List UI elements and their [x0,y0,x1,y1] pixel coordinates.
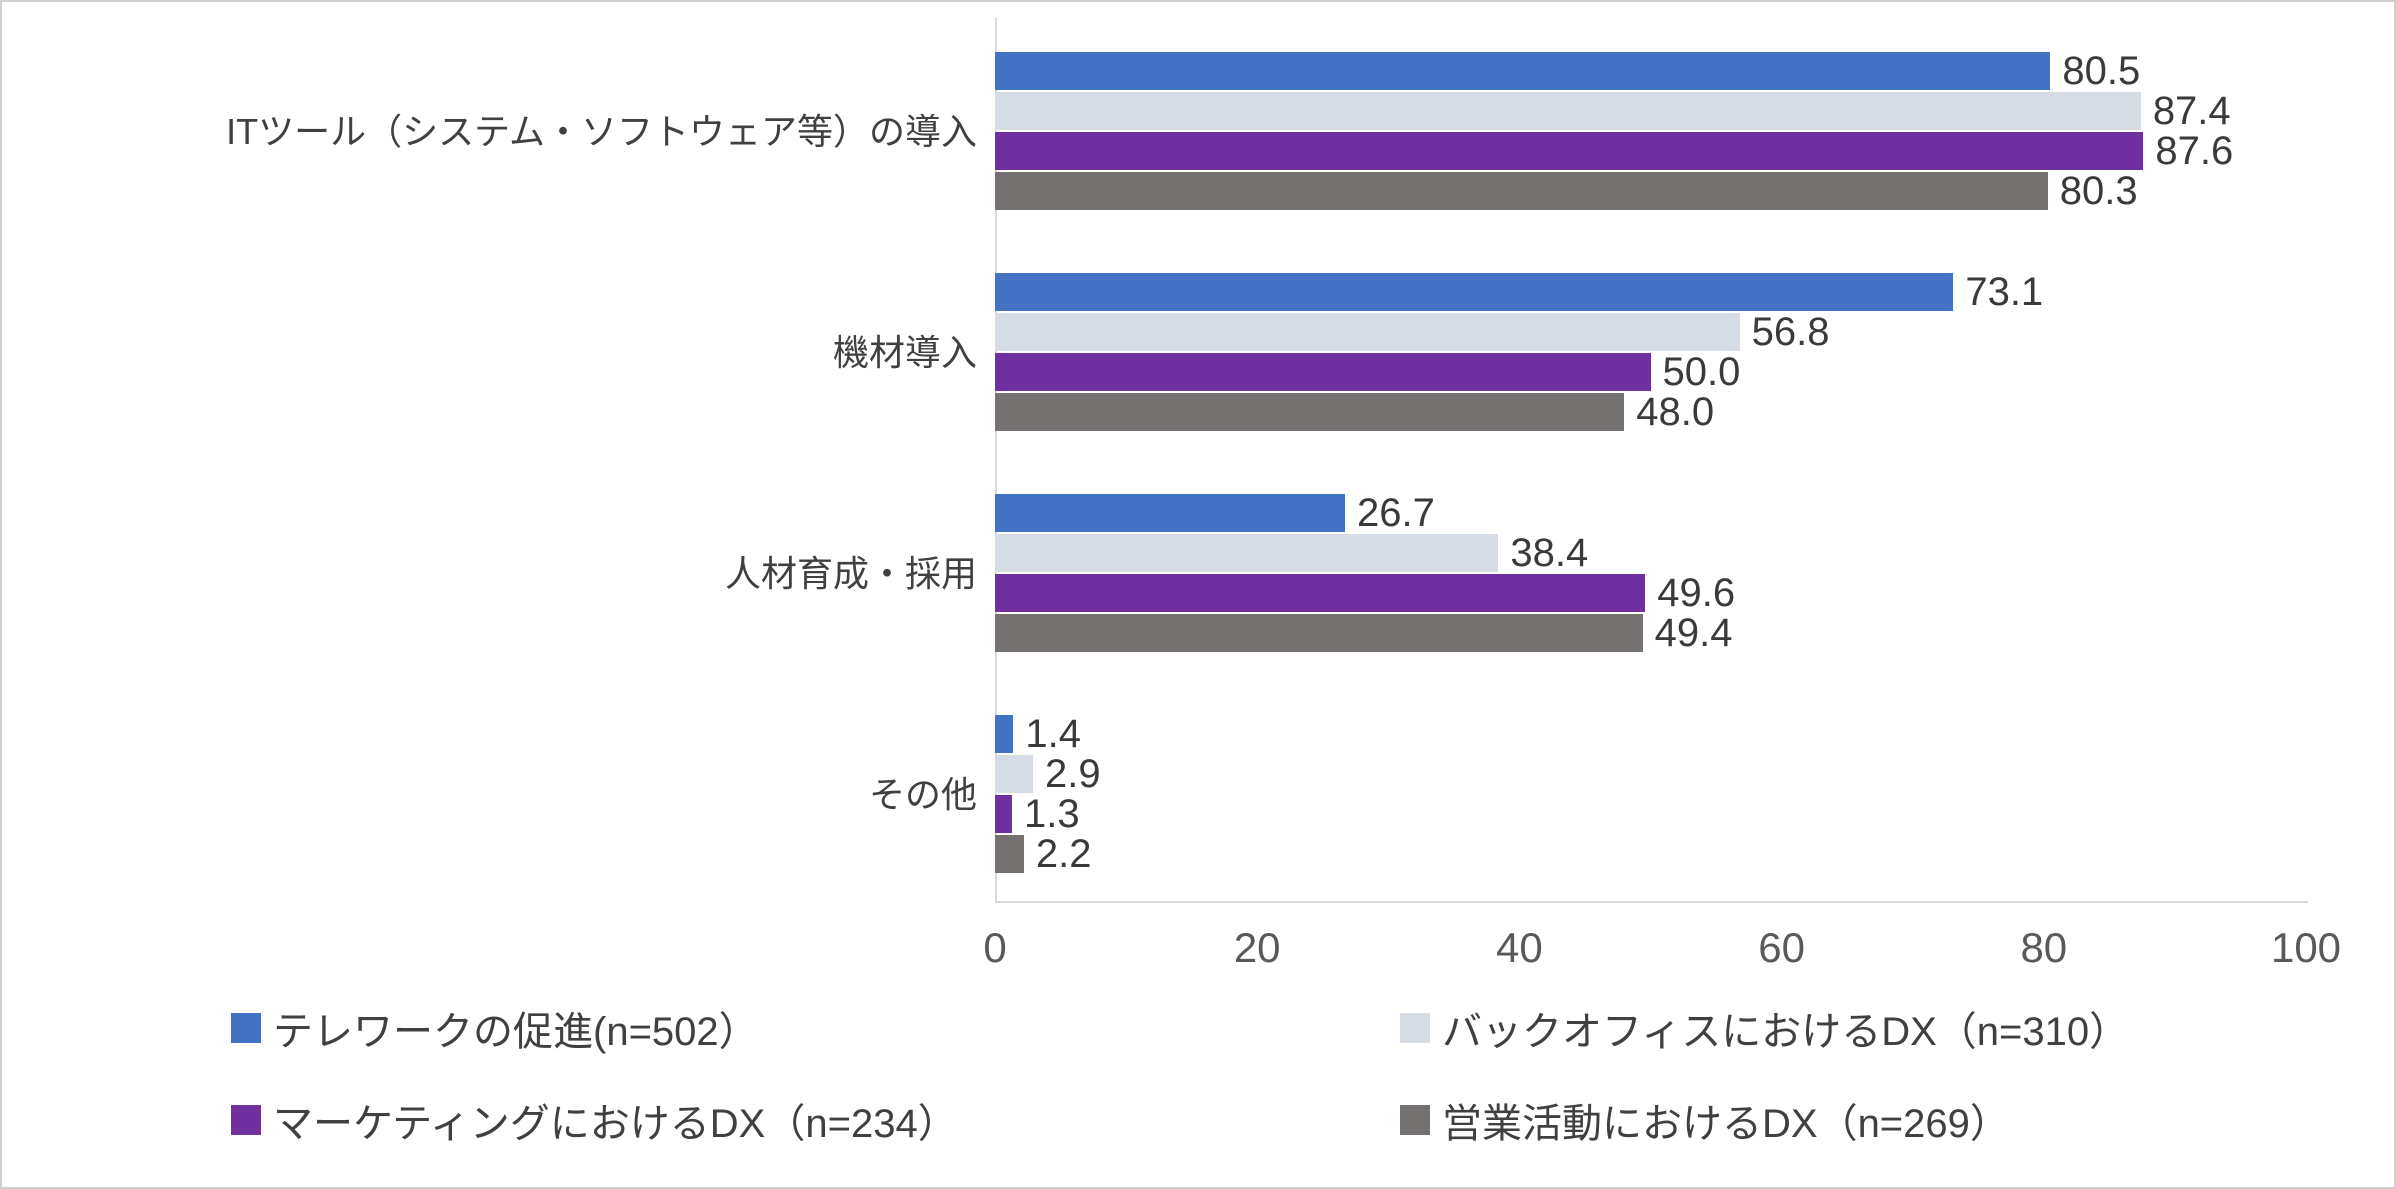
x-tick-label: 40 [1496,924,1543,971]
bar-sales [995,614,1643,652]
legend-label: マーケティングにおけるDX（n=234） [273,1102,958,1146]
plot-area: ITツール（システム・ソフトウェア等）の導入 80.5 87.4 87.6 80.3 機材… [2,2,2394,971]
bar-marketing [995,353,1651,391]
bar-row: 87.6 [995,129,2306,173]
bar-telework [995,494,1346,532]
legend-label: バックオフィスにおけるDX（n=310） [1442,1010,2130,1054]
legend-item-backoffice: バックオフィスにおけるDX（n=310） [1400,1004,2129,1054]
bar-row: 80.5 [995,49,2306,93]
value-label: 1.4 [1025,711,1081,756]
bar-groups: ITツール（システム・ソフトウェア等）の導入 80.5 87.4 87.6 80.3 機材… [2,49,2352,936]
legend-item-sales: 営業活動におけるDX（n=269） [1400,1096,2129,1146]
bar-row: 80.3 [995,169,2306,213]
x-tick-label: 80 [2020,924,2068,971]
bar-row: 38.4 [995,531,2306,575]
bar-group: 機材導入 73.1 56.8 50.0 48.0 [2,270,2352,434]
bar-row: 49.4 [995,611,2306,655]
value-label: 56.8 [1751,309,1830,354]
bar-sales [995,835,1024,873]
bar-marketing [995,574,1646,612]
bar-row: 2.9 [995,752,2306,796]
legend-item-marketing: マーケティングにおけるDX（n=234） [231,1096,1400,1146]
x-axis: 0 20 40 60 80 100 [983,924,2341,984]
bar-series-stack: 1.4 2.9 1.3 2.2 [995,712,2306,876]
value-label: 2.9 [1045,751,1101,796]
x-tick-label: 20 [1233,924,1281,971]
value-label: 80.3 [2059,168,2138,213]
bar-telework [995,52,2051,90]
value-label: 87.6 [2155,128,2234,173]
bar-sales [995,172,2048,210]
bar-group: 人材育成・採用 26.7 38.4 49.6 49.4 [2,491,2352,655]
legend-marker [231,1105,261,1135]
bar-marketing [995,795,1013,833]
legend-label: テレワークの促進(n=502） [273,1010,759,1054]
bar-row: 1.4 [995,712,2306,756]
legend-label: 営業活動におけるDX（n=269） [1442,1102,2010,1146]
x-tick-label: 0 [983,924,1007,971]
bar-row: 1.3 [995,792,2306,836]
bar-group: ITツール（システム・ソフトウェア等）の導入 80.5 87.4 87.6 80.3 [2,49,2352,213]
bar-row: 26.7 [995,491,2306,535]
legend-marker [1400,1013,1430,1043]
bar-telework [995,273,1954,311]
bar-group: その他 1.4 2.9 1.3 2.2 [2,712,2352,876]
bar-series-stack: 73.1 56.8 50.0 48.0 [995,270,2306,434]
bar-series-stack: 26.7 38.4 49.6 49.4 [995,491,2306,655]
bar-row: 56.8 [995,310,2306,354]
value-label: 48.0 [1636,389,1715,434]
value-label: 80.5 [2062,48,2141,93]
bar-telework [995,715,1014,753]
bar-series-stack: 80.5 87.4 87.6 80.3 [995,49,2306,213]
category-label: 機材導入 [832,331,977,373]
value-label: 87.4 [2152,88,2231,133]
bar-row: 87.4 [995,89,2306,133]
bar-marketing [995,132,2144,170]
bar-backoffice [995,534,1499,572]
bar-backoffice [995,313,1740,351]
value-label: 73.1 [1965,269,2044,314]
x-tick-label: 100 [2270,924,2342,971]
bar-backoffice [995,92,2141,130]
value-label: 38.4 [1510,530,1589,575]
legend: テレワークの促進(n=502） バックオフィスにおけるDX（n=310） マーケティ… [231,1004,2129,1146]
value-label: 2.2 [1035,831,1092,876]
legend-marker [1400,1105,1430,1135]
legend-marker [231,1013,261,1043]
bar-row: 49.6 [995,571,2306,615]
bar-backoffice [995,755,1034,793]
bar-row: 50.0 [995,350,2306,394]
value-label: 1.3 [1024,791,1080,836]
category-label: ITツール（システム・ソフトウェア等）の導入 [226,110,977,152]
bar-row: 2.2 [995,832,2306,876]
bar-row: 73.1 [995,270,2306,314]
value-label: 50.0 [1662,349,1741,394]
x-tick-label: 60 [1758,924,1805,971]
category-label: 人材育成・採用 [724,552,977,594]
y-axis-line [995,18,997,903]
category-label: その他 [868,773,977,815]
value-label: 49.4 [1654,610,1733,655]
value-label: 26.7 [1357,490,1435,535]
bar-row: 48.0 [995,390,2306,434]
bar-sales [995,393,1625,431]
x-axis-line [995,901,2308,903]
legend-item-telework: テレワークの促進(n=502） [231,1004,1400,1054]
value-label: 49.6 [1657,570,1736,615]
